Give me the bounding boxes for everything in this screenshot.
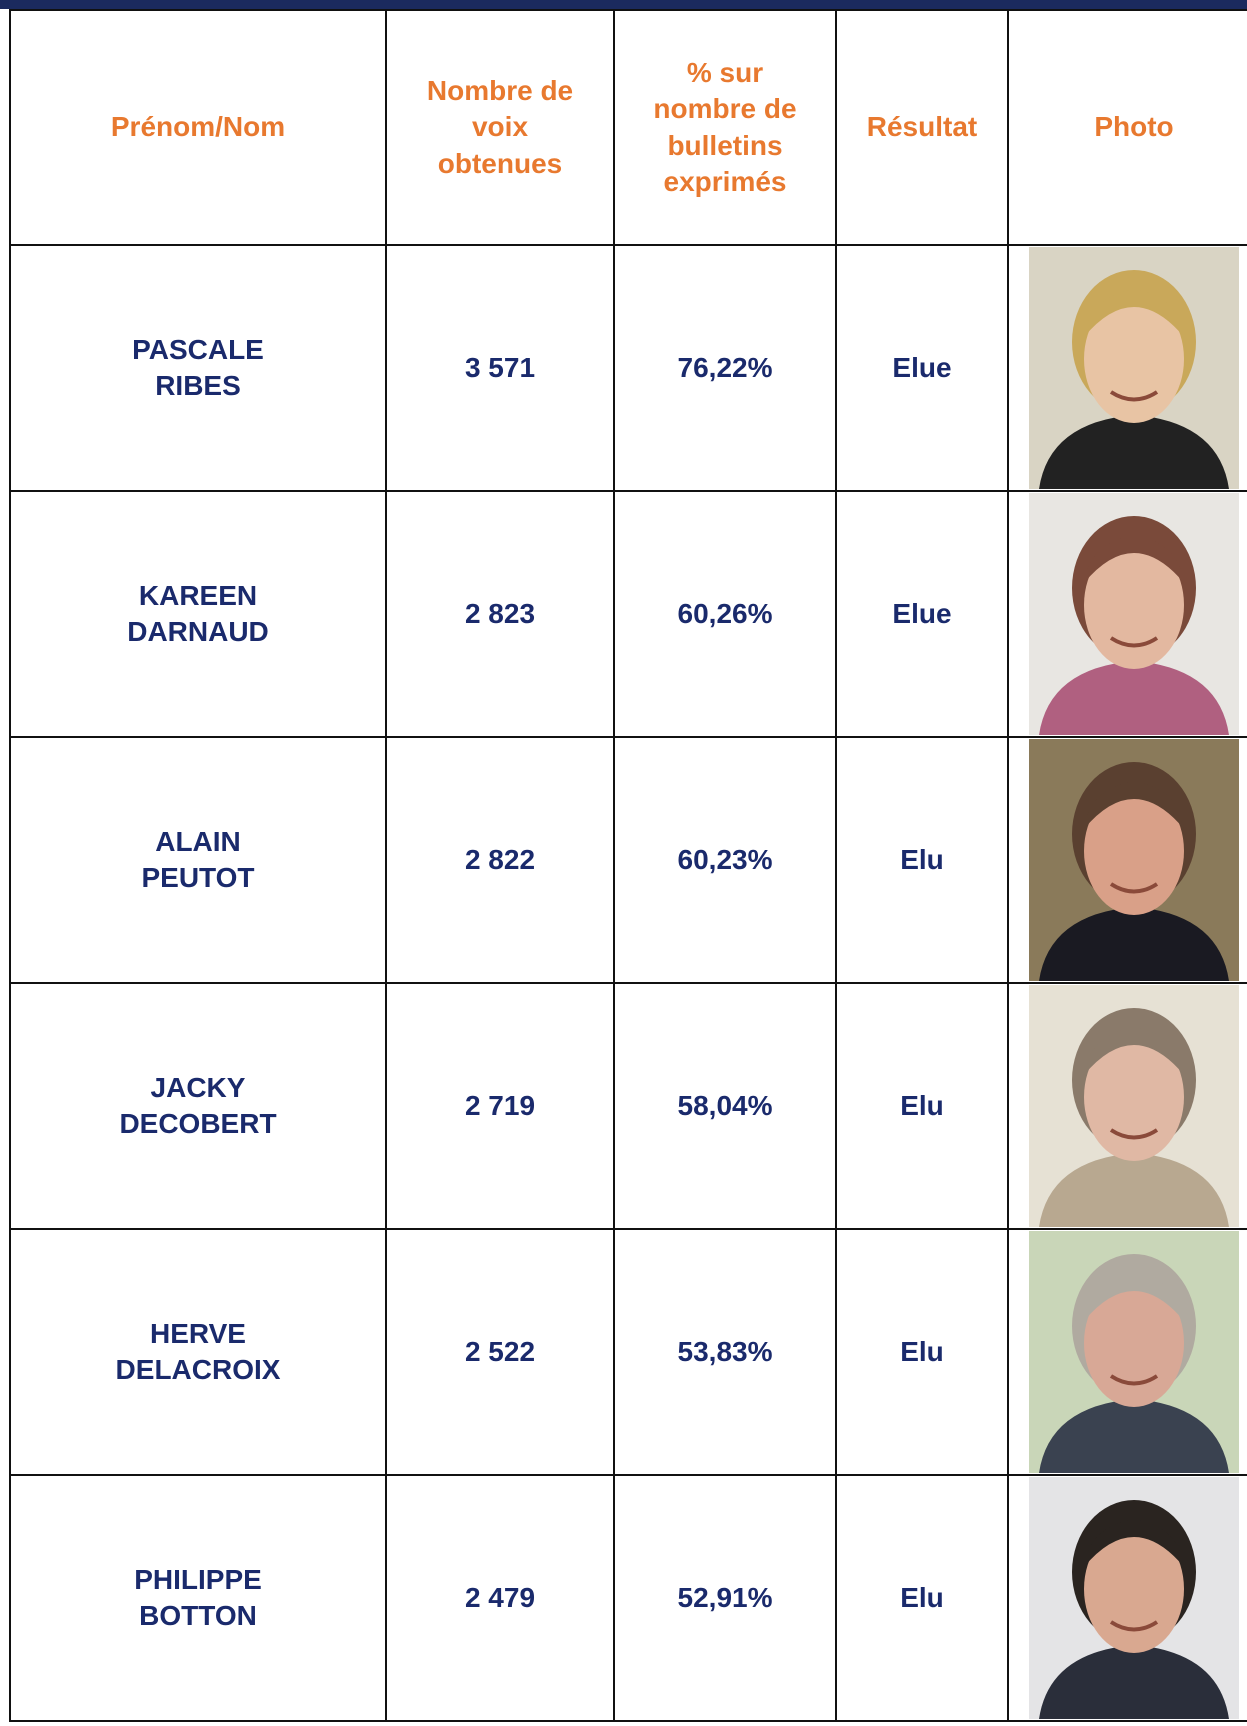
photo-cell: [1008, 1475, 1247, 1721]
votes-cell: 2 719: [386, 983, 614, 1229]
photo: [1029, 1231, 1239, 1473]
name-cell: ALAIN PEUTOT: [10, 737, 386, 983]
percent-cell: 53,83%: [614, 1229, 836, 1475]
result-cell: Elu: [836, 1475, 1008, 1721]
photo-cell: [1008, 983, 1247, 1229]
votes-cell: 2 823: [386, 491, 614, 737]
result-cell: Elu: [836, 1229, 1008, 1475]
photo: [1029, 739, 1239, 981]
photo-cell: [1008, 737, 1247, 983]
percent-cell: 58,04%: [614, 983, 836, 1229]
header-cell: Résultat: [836, 10, 1008, 245]
votes-cell: 2 822: [386, 737, 614, 983]
header-cell: Prénom/Nom: [10, 10, 386, 245]
votes-cell: 3 571: [386, 245, 614, 491]
photo: [1029, 493, 1239, 735]
result-cell: Elue: [836, 245, 1008, 491]
photo: [1029, 985, 1239, 1227]
result-cell: Elu: [836, 737, 1008, 983]
percent-cell: 60,23%: [614, 737, 836, 983]
photo-cell: [1008, 491, 1247, 737]
photo-cell: [1008, 1229, 1247, 1475]
name-cell: JACKY DECOBERT: [10, 983, 386, 1229]
percent-cell: 76,22%: [614, 245, 836, 491]
name-cell: PASCALE RIBES: [10, 245, 386, 491]
name-cell: KAREEN DARNAUD: [10, 491, 386, 737]
result-cell: Elue: [836, 491, 1008, 737]
name-cell: HERVE DELACROIX: [10, 1229, 386, 1475]
photo: [1029, 1477, 1239, 1719]
page: {"table": { "header": ["Prénom/Nom", "No…: [0, 0, 1247, 1726]
percent-cell: 52,91%: [614, 1475, 836, 1721]
header-cell: Nombre de voix obtenues: [386, 10, 614, 245]
percent-cell: 60,26%: [614, 491, 836, 737]
top-bar: [0, 0, 1247, 9]
name-cell: PHILIPPE BOTTON: [10, 1475, 386, 1721]
votes-cell: 2 522: [386, 1229, 614, 1475]
header-cell: % sur nombre de bulletins exprimés: [614, 10, 836, 245]
result-cell: Elu: [836, 983, 1008, 1229]
votes-cell: 2 479: [386, 1475, 614, 1721]
header-cell: Photo: [1008, 10, 1247, 245]
photo-cell: [1008, 245, 1247, 491]
photo: [1029, 247, 1239, 489]
